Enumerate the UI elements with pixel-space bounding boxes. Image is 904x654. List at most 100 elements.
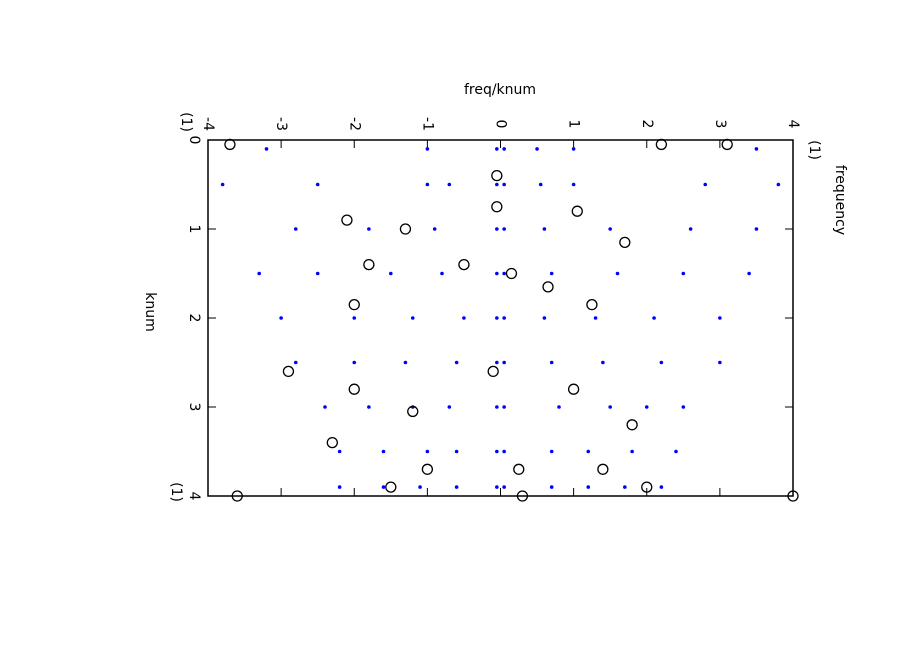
data-point (644, 405, 649, 409)
data-point (381, 485, 386, 489)
peak-marker (399, 223, 412, 235)
peak-marker (341, 214, 353, 226)
data-point (323, 405, 327, 409)
peak-marker (571, 205, 583, 217)
data-point (502, 485, 506, 489)
y-tick-label: 2 (186, 314, 202, 323)
data-point (586, 485, 591, 489)
y-axis-label: knum (142, 292, 158, 332)
data-point (447, 182, 452, 187)
data-point (454, 449, 459, 454)
data-point (367, 227, 371, 231)
data-point (418, 485, 422, 489)
data-point (754, 147, 759, 151)
peak-marker (505, 267, 518, 280)
data-point (754, 227, 759, 231)
data-point (718, 316, 722, 320)
data-point (557, 405, 561, 409)
x-tick-label: 4 (785, 120, 801, 129)
peak-marker (597, 463, 609, 475)
data-point (293, 227, 298, 231)
peak-marker (721, 138, 733, 151)
x-tick-label: 2 (639, 120, 655, 129)
peak-marker (626, 419, 638, 431)
y2-unit: (1) (806, 140, 822, 160)
x-tick-label: 0 (493, 120, 509, 129)
data-point (367, 405, 371, 409)
data-point (264, 147, 269, 151)
peak-marker (567, 383, 580, 395)
peak-marker (586, 298, 598, 311)
data-point (495, 227, 499, 231)
data-point (220, 182, 225, 187)
data-point (495, 271, 499, 276)
peak-marker (491, 169, 503, 182)
data-point (549, 360, 554, 365)
y2-axis-label: frequency (832, 165, 848, 235)
data-point (615, 271, 620, 276)
peak-marker (641, 481, 653, 493)
plot-frame (207, 139, 794, 497)
data-point (652, 316, 656, 320)
data-point (425, 449, 430, 454)
data-point (315, 271, 320, 276)
data-point (389, 271, 393, 276)
peak-marker (787, 490, 799, 502)
x-tick-label: 1 (566, 120, 582, 129)
data-point (454, 485, 459, 489)
data-point (425, 182, 430, 187)
peak-marker (282, 365, 295, 378)
data-point (571, 147, 576, 151)
data-point (403, 360, 408, 365)
data-point (659, 485, 664, 489)
x-unit: (1) (178, 112, 194, 132)
data-point (674, 449, 678, 454)
data-point (538, 182, 543, 187)
data-point (502, 316, 506, 320)
peak-marker (385, 481, 397, 493)
peak-marker (491, 201, 503, 213)
x-tick-label: -2 (346, 117, 362, 131)
data-point (293, 360, 298, 365)
y-unit: (1) (168, 482, 184, 502)
data-point (381, 449, 386, 454)
data-point (257, 271, 261, 276)
data-point (571, 182, 576, 187)
data-point (535, 147, 539, 151)
data-point (447, 405, 452, 409)
peak-marker (487, 365, 499, 378)
data-point (542, 316, 547, 320)
data-point (337, 485, 342, 489)
data-point (623, 485, 627, 489)
data-point (549, 449, 554, 454)
x-tick-label: -1 (419, 117, 435, 131)
x-tick-label: -3 (273, 117, 289, 131)
peak-marker (231, 490, 243, 502)
data-point (542, 227, 547, 231)
data-point (502, 360, 506, 365)
data-point (549, 485, 554, 489)
y-tick-label: 0 (186, 136, 202, 145)
data-point (718, 360, 722, 365)
data-point (352, 360, 357, 365)
peak-marker (407, 405, 419, 418)
data-point (495, 405, 499, 409)
chart-title: freq/knum (464, 82, 536, 98)
data-point (608, 227, 612, 231)
data-point (502, 449, 506, 454)
data-point (502, 227, 506, 231)
data-point (315, 182, 320, 187)
y-tick-label: 3 (186, 403, 202, 412)
data-point (586, 449, 591, 454)
peak-marker (348, 298, 360, 311)
data-point (495, 485, 499, 489)
data-point (495, 182, 499, 187)
peak-marker (655, 138, 668, 151)
y-tick-label: 1 (186, 225, 202, 234)
data-point (425, 147, 430, 151)
data-point (630, 449, 634, 454)
data-point (681, 405, 686, 409)
data-point (703, 182, 708, 187)
peak-marker (363, 258, 375, 271)
